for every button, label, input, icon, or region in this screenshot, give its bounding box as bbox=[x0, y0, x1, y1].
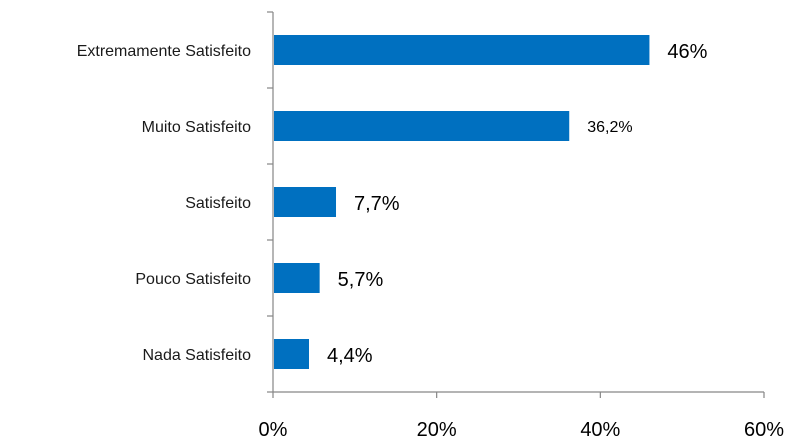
x-tick-label: 60% bbox=[744, 419, 784, 441]
bar bbox=[274, 339, 310, 369]
category-label: Muito Satisfeito bbox=[142, 119, 251, 136]
x-tick-labels: 0% 20% 40% 60% bbox=[259, 419, 785, 441]
category-label: Satisfeito bbox=[185, 195, 251, 212]
value-label: 36,2% bbox=[587, 119, 632, 136]
value-label: 5,7% bbox=[338, 269, 384, 291]
value-labels: 46% 36,2% 7,7% 5,7% 4,4% bbox=[327, 41, 708, 367]
chart-axes bbox=[267, 11, 765, 398]
chart-bars bbox=[274, 35, 650, 369]
value-label: 46% bbox=[667, 41, 707, 63]
category-label: Pouco Satisfeito bbox=[135, 271, 251, 288]
category-label: Nada Satisfeito bbox=[142, 347, 251, 364]
bar bbox=[274, 263, 320, 293]
category-label: Extremamente Satisfeito bbox=[77, 43, 251, 60]
bar bbox=[274, 35, 650, 65]
x-tick-label: 40% bbox=[580, 419, 620, 441]
x-tick-label: 20% bbox=[417, 419, 457, 441]
value-label: 4,4% bbox=[327, 345, 373, 367]
value-label: 7,7% bbox=[354, 193, 400, 215]
category-labels: Extremamente Satisfeito Muito Satisfeito S… bbox=[77, 43, 251, 364]
bar bbox=[274, 187, 337, 217]
x-tick-label: 0% bbox=[259, 419, 288, 441]
bar bbox=[274, 111, 570, 141]
